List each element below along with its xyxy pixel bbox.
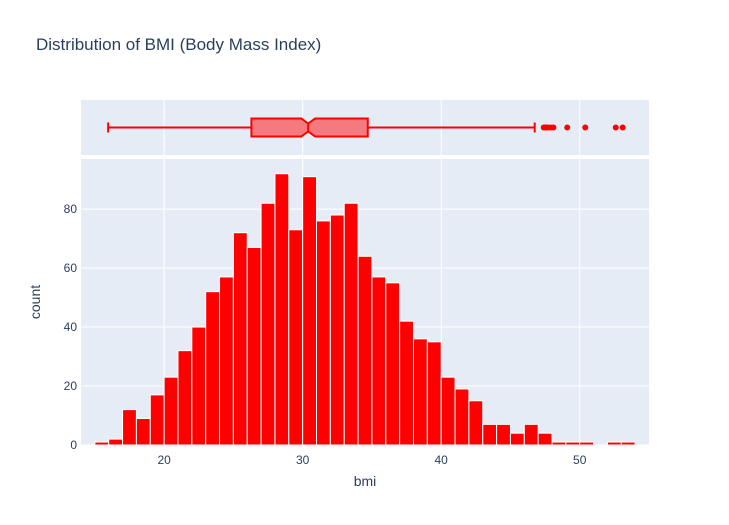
histogram-bar[interactable]	[316, 220, 331, 446]
histogram-bar[interactable]	[135, 417, 151, 446]
histogram-bar[interactable]	[108, 438, 124, 446]
histogram-bar[interactable]	[579, 441, 595, 446]
histogram-bar[interactable]	[274, 173, 290, 446]
y-tick-label: 80	[64, 202, 78, 216]
histogram-bar[interactable]	[606, 441, 622, 446]
histogram-bar[interactable]	[468, 400, 484, 446]
histogram-bar[interactable]	[565, 441, 581, 446]
histogram-bar[interactable]	[620, 441, 636, 446]
histogram-bar[interactable]	[496, 423, 511, 446]
histogram-bar[interactable]	[551, 441, 567, 446]
y-axis-label: count	[27, 285, 43, 319]
histogram-bar[interactable]	[232, 232, 248, 446]
y-tick-label: 0	[70, 438, 77, 452]
histogram-bar[interactable]	[177, 350, 193, 446]
box-outlier-point[interactable]	[564, 124, 571, 131]
box-outlier-point[interactable]	[619, 124, 626, 131]
histogram-bar[interactable]	[385, 282, 401, 446]
histogram-bar[interactable]	[219, 276, 234, 446]
histogram-bar[interactable]	[163, 376, 179, 446]
histogram-bar[interactable]	[302, 176, 318, 446]
box-outlier-point[interactable]	[612, 124, 619, 131]
histogram-bar[interactable]	[454, 388, 470, 446]
histogram-bar[interactable]	[537, 432, 553, 446]
histogram-bar[interactable]	[357, 255, 373, 446]
histogram-bar[interactable]	[329, 214, 345, 446]
histogram-bar[interactable]	[426, 341, 442, 446]
histogram-bar[interactable]	[260, 202, 276, 446]
histogram-bar[interactable]	[412, 338, 428, 446]
box-body[interactable]	[250, 117, 369, 138]
histogram-bar[interactable]	[149, 394, 165, 446]
histogram-bar[interactable]	[122, 409, 137, 446]
histogram-bar[interactable]	[288, 229, 304, 446]
histogram-bar[interactable]	[399, 320, 414, 446]
histogram-bar[interactable]	[371, 276, 387, 446]
histogram-bar[interactable]	[523, 423, 539, 446]
y-tick-label: 60	[64, 261, 78, 275]
chart-title: Distribution of BMI (Body Mass Index)	[36, 35, 321, 54]
x-tick-label: 40	[435, 453, 449, 467]
histogram-bar[interactable]	[482, 423, 498, 446]
histogram-bar[interactable]	[343, 202, 359, 446]
y-tick-label: 20	[64, 379, 78, 393]
box-outlier-point[interactable]	[550, 124, 557, 131]
histogram-bar[interactable]	[246, 246, 262, 446]
x-tick-label: 30	[296, 453, 310, 467]
x-tick-label: 50	[573, 453, 587, 467]
histogram-bar[interactable]	[440, 376, 456, 446]
histogram-bar[interactable]	[94, 441, 110, 446]
x-tick-label: 20	[157, 453, 171, 467]
x-axis-label: bmi	[354, 473, 377, 489]
y-axis-ticks: 0 20 40 60 80	[64, 202, 78, 452]
marginal-box-plot[interactable]	[107, 117, 626, 138]
histogram-bar[interactable]	[191, 326, 207, 446]
histogram-bar[interactable]	[509, 432, 525, 446]
histogram-bars	[94, 173, 636, 446]
x-axis-ticks: 20 30 40 50	[157, 453, 586, 467]
histogram-bar[interactable]	[205, 291, 221, 446]
y-tick-label: 40	[64, 320, 78, 334]
box-outlier-point[interactable]	[582, 124, 589, 131]
